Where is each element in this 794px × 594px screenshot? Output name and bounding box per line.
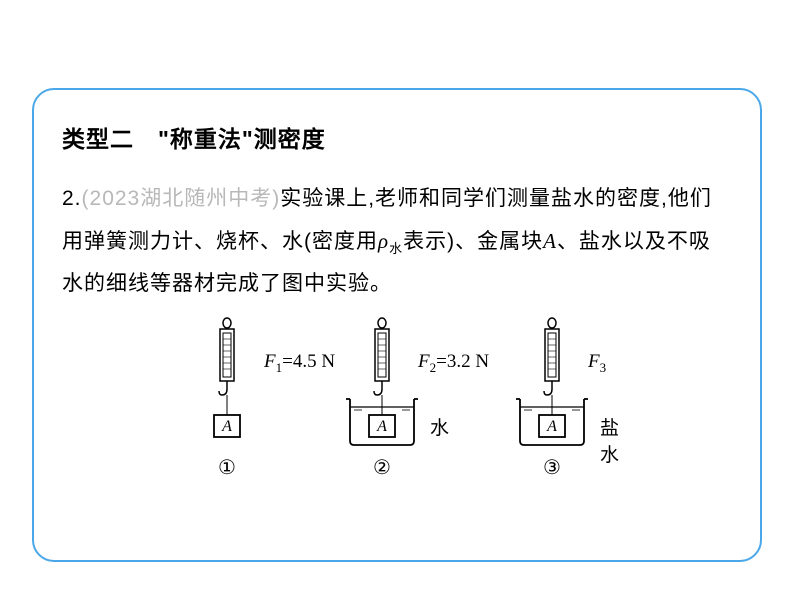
question-text: 2.(2023湖北随州中考)实验课上,老师和同学们测量盐水的密度,他们用弹簧测力… — [62, 178, 732, 305]
question-number: 2. — [62, 187, 82, 210]
spring-balance-water-icon: A — [332, 317, 432, 447]
force-val: =4.5 N — [282, 351, 335, 372]
liquid-label-3: 盐水 — [600, 413, 619, 467]
text-part-2: 表示)、金属块 — [403, 230, 543, 253]
svg-text:A: A — [546, 418, 557, 435]
force-var: F — [588, 351, 600, 372]
svg-text:A: A — [221, 418, 232, 435]
force-label-2: F2=3.2 N — [418, 351, 489, 376]
exam-tag: (2023湖北随州中考) — [82, 187, 281, 210]
spring-balance-air-icon: A — [192, 317, 262, 447]
block-A-symbol: A — [543, 229, 557, 253]
diagram-number-1: ① — [218, 455, 236, 480]
spring-balance-saltwater-icon: A — [502, 317, 602, 447]
content-frame: 类型二 "称重法"测密度 2.(2023湖北随州中考)实验课上,老师和同学们测量… — [32, 88, 762, 562]
liquid-label-2: 水 — [430, 413, 449, 440]
diagram-number-2: ② — [373, 455, 391, 480]
diagram-number-3: ③ — [543, 455, 561, 480]
force-sub: 3 — [600, 360, 607, 375]
diagram-row: A F1=4.5 N ① — [62, 317, 732, 480]
svg-text:A: A — [376, 418, 387, 435]
force-var: F — [264, 351, 276, 372]
force-val: =3.2 N — [436, 351, 489, 372]
force-label-3: F3 — [588, 351, 606, 376]
rho-subscript: 水 — [389, 241, 403, 256]
force-label-1: F1=4.5 N — [264, 351, 335, 376]
rho-symbol: ρ — [378, 229, 389, 253]
diagram-3: A F3 盐水 ③ — [502, 317, 602, 480]
section-heading: 类型二 "称重法"测密度 — [62, 120, 732, 154]
force-var: F — [418, 351, 430, 372]
diagram-1: A F1=4.5 N ① — [192, 317, 262, 480]
diagram-2: A F2=3.2 N 水 ② — [332, 317, 432, 480]
